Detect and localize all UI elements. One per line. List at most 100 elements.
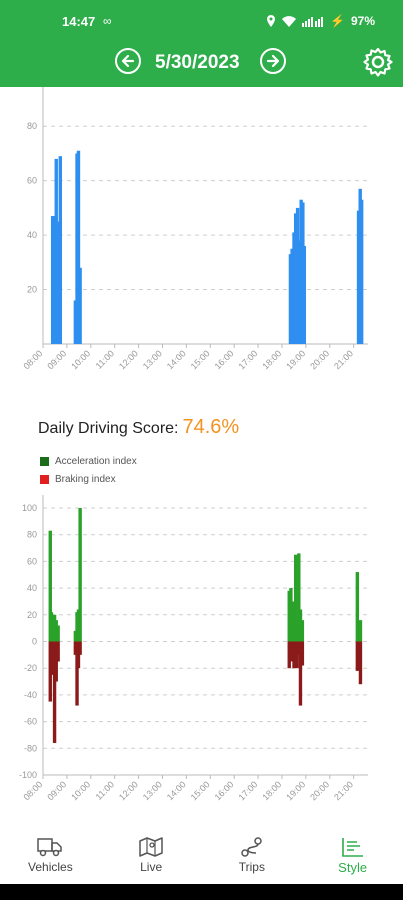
x-tick-label: 18:00 <box>260 779 283 802</box>
map-icon <box>139 837 163 857</box>
x-tick-label: 16:00 <box>213 348 236 371</box>
tab-live[interactable]: Live <box>101 830 202 884</box>
data-bar <box>50 641 55 662</box>
score-label: Daily Driving Score: <box>38 420 179 437</box>
x-tick-label: 19:00 <box>284 779 307 802</box>
tab-label: Style <box>338 860 368 875</box>
x-tick-label: 15:00 <box>189 348 212 371</box>
data-bar <box>297 553 301 642</box>
x-tick-label: 14:00 <box>165 779 188 802</box>
x-tick-label: 21:00 <box>332 348 355 371</box>
data-bar <box>297 240 301 344</box>
y-tick-label: -80 <box>24 743 37 753</box>
score-value: 74.6% <box>182 416 240 438</box>
tab-label: Live <box>140 860 163 874</box>
tab-vehicles[interactable]: Vehicles <box>0 830 101 884</box>
x-tick-label: 10:00 <box>69 348 92 371</box>
legend-item-acceleration: Acceleration index <box>40 456 137 467</box>
y-tick-label: 40 <box>27 583 37 593</box>
data-bar <box>56 641 60 662</box>
app-header: 14:47 ∞ ⚡ 97% 5/30/2023 <box>0 0 403 87</box>
signal-icon <box>302 16 324 27</box>
data-bar <box>290 248 294 344</box>
x-tick-label: 20:00 <box>308 779 331 802</box>
x-tick-label: 19:00 <box>284 348 307 371</box>
status-time: 14:47 <box>62 14 96 29</box>
x-tick-label: 11:00 <box>94 779 117 802</box>
tab-label: Trips <box>238 860 265 874</box>
data-bar <box>358 641 363 685</box>
y-tick-label: 100 <box>22 503 37 513</box>
y-tick-label: 40 <box>27 230 37 240</box>
data-bar <box>78 508 82 642</box>
system-navigation-bar <box>0 884 403 900</box>
bar-chart-icon <box>341 838 363 857</box>
data-bar <box>52 641 57 743</box>
data-bar <box>49 612 54 642</box>
x-tick-label: 12:00 <box>117 348 140 371</box>
data-bar <box>293 213 298 344</box>
x-tick-label: 09:00 <box>45 348 68 371</box>
x-tick-label: 08:00 <box>21 779 44 802</box>
x-tick-label: 13:00 <box>141 779 164 802</box>
y-tick-label: 60 <box>27 556 37 566</box>
data-bar <box>78 267 82 344</box>
status-indicators: ⚡ 97% <box>266 14 375 28</box>
x-tick-label: 15:00 <box>189 779 212 802</box>
y-tick-label: 80 <box>27 530 37 540</box>
y-tick-label: -60 <box>24 717 37 727</box>
x-tick-label: 10:00 <box>69 779 92 802</box>
battery-icon: ⚡ <box>330 14 345 28</box>
data-bar <box>54 641 58 682</box>
arrow-right-circle-icon <box>266 54 280 68</box>
next-date-button[interactable] <box>260 48 286 74</box>
data-bar <box>54 620 58 642</box>
daily-driving-score: Daily Driving Score: 74.6% <box>38 416 239 439</box>
y-tick-label: -100 <box>19 770 37 780</box>
x-tick-label: 12:00 <box>117 779 140 802</box>
current-date[interactable]: 5/30/2023 <box>155 52 240 73</box>
x-tick-label: 14:00 <box>165 348 188 371</box>
legend-label: Braking index <box>55 474 116 485</box>
data-bar <box>56 221 60 344</box>
x-tick-label: 18:00 <box>260 348 283 371</box>
x-tick-label: 21:00 <box>332 779 355 802</box>
x-tick-label: 20:00 <box>308 348 331 371</box>
data-bar <box>48 530 52 642</box>
data-bar <box>290 601 295 642</box>
data-bar <box>359 199 364 344</box>
data-bar <box>298 641 303 706</box>
x-tick-label: 17:00 <box>236 779 259 802</box>
legend-item-braking: Braking index <box>40 474 116 485</box>
arrow-left-circle-icon <box>121 54 135 68</box>
data-bar <box>355 572 360 642</box>
x-tick-label: 11:00 <box>94 348 117 371</box>
gear-icon[interactable] <box>362 46 394 78</box>
data-bar <box>302 246 306 344</box>
route-icon <box>241 837 262 857</box>
y-tick-label: 0 <box>32 637 37 647</box>
data-bar <box>75 641 79 706</box>
x-tick-label: 16:00 <box>213 779 236 802</box>
data-bar <box>293 554 298 642</box>
y-tick-label: -40 <box>24 690 37 700</box>
y-tick-label: 80 <box>27 121 37 131</box>
wifi-icon <box>282 15 297 27</box>
prev-date-button[interactable] <box>115 48 141 74</box>
acceleration-swatch <box>40 457 49 466</box>
status-bar: 14:47 ∞ ⚡ 97% <box>0 0 403 40</box>
data-bar <box>298 609 303 642</box>
truck-icon <box>37 838 63 857</box>
y-tick-label: 20 <box>27 610 37 620</box>
infinity-icon: ∞ <box>103 14 112 28</box>
data-bar <box>54 158 58 344</box>
x-tick-label: 13:00 <box>141 348 164 371</box>
location-icon <box>267 15 276 27</box>
data-bar <box>52 216 57 344</box>
braking-swatch <box>40 475 49 484</box>
x-tick-label: 09:00 <box>45 779 68 802</box>
tab-trips[interactable]: Trips <box>202 830 303 884</box>
tab-style[interactable]: Style <box>302 830 403 884</box>
y-tick-label: 20 <box>27 285 37 295</box>
